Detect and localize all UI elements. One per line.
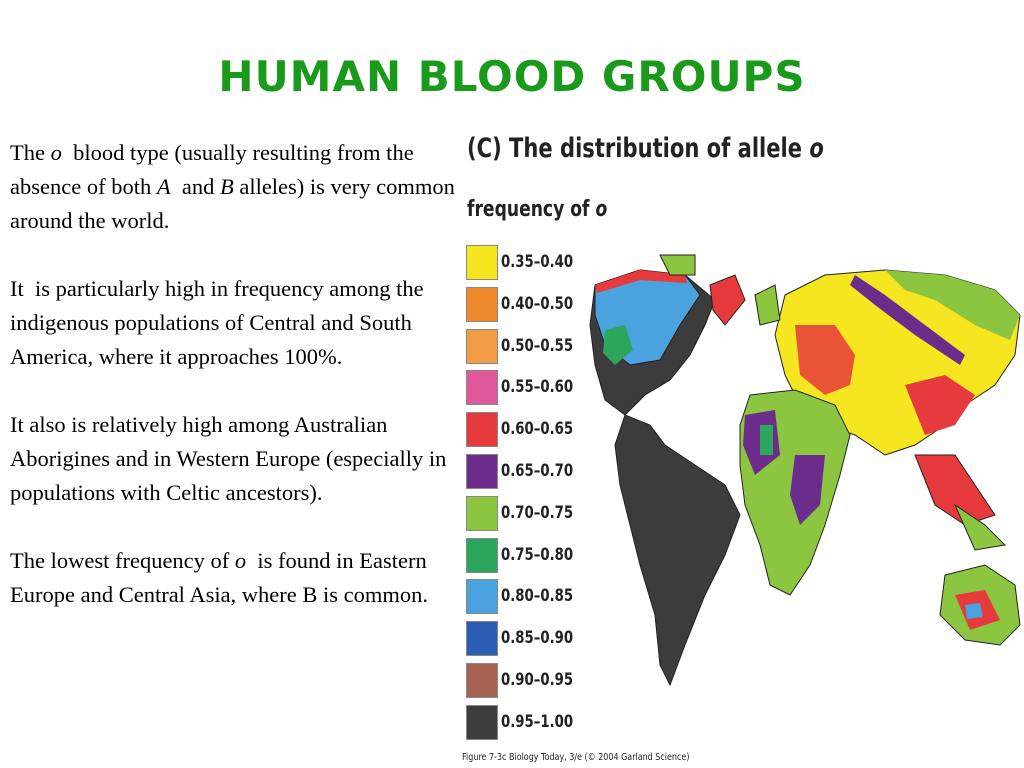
legend-swatch	[466, 245, 498, 280]
legend-swatch	[466, 495, 498, 531]
legend-label: 0.65–0.70	[501, 461, 574, 481]
legend-title: frequency of o	[467, 197, 607, 222]
text-run: o	[234, 548, 247, 573]
text-run: It also is relatively high among Austral…	[10, 412, 453, 505]
legend-swatch	[466, 621, 498, 657]
text-run: o	[50, 140, 62, 165]
legend-label: 0.90–0.95	[501, 670, 574, 690]
paragraph: It also is relatively high among Austral…	[10, 408, 455, 510]
text-run: The lowest frequency of	[10, 548, 235, 573]
legend-swatch	[466, 704, 498, 740]
text-run: o	[595, 197, 608, 222]
legend-label: 0.55–0.60	[501, 377, 574, 398]
legend-swatch	[466, 286, 498, 322]
legend-label: 0.40–0.50	[501, 293, 574, 314]
paragraph: It is particularly high in frequency amo…	[10, 272, 455, 374]
text-run: is found in Eastern Europe and Central A…	[10, 548, 433, 607]
legend-label: 0.70–0.75	[501, 502, 574, 523]
legend-swatch	[466, 328, 498, 364]
slide-title: HUMAN BLOOD GROUPS	[218, 52, 806, 101]
legend-swatch	[466, 537, 498, 573]
legend-swatch	[466, 370, 498, 406]
world-map	[589, 254, 1021, 687]
legend-label: 0.75–0.80	[501, 544, 574, 565]
paragraph: The o blood type (usually resulting from…	[10, 136, 455, 238]
legend-swatch	[466, 454, 498, 489]
legend-label: 0.35–0.40	[501, 252, 574, 272]
text-run: and	[170, 174, 220, 199]
legend-label: 0.50–0.55	[501, 335, 574, 356]
legend-label: 0.85–0.90	[501, 628, 574, 649]
paragraph: The lowest frequency of o is found in Ea…	[10, 544, 455, 612]
text-run: It is particularly high in frequency amo…	[10, 276, 430, 369]
figure-title: (C) The distribution of allele o	[467, 133, 824, 164]
text-run: A	[156, 174, 171, 199]
legend-label: 0.95–1.00	[501, 711, 574, 732]
legend-swatch	[466, 663, 498, 698]
text-run: frequency of	[467, 197, 596, 222]
legend-label: 0.80–0.85	[501, 586, 574, 607]
text-run: blood type (usually resulting from the a…	[10, 140, 420, 199]
legend-swatch	[466, 579, 498, 615]
figure-caption: Figure 7-3c Biology Today, 3/e (© 2004 G…	[462, 752, 690, 763]
text-run: o	[809, 133, 824, 164]
text-run: B	[219, 174, 234, 199]
text-run: alleles) is very common around the world…	[10, 174, 461, 233]
legend-label: 0.60–0.65	[501, 419, 574, 440]
body-text: The o blood type (usually resulting from…	[10, 136, 455, 646]
legend-swatch	[466, 412, 498, 448]
text-run: (C) The distribution of allele	[467, 133, 810, 164]
text-run: The	[10, 140, 51, 165]
figure: (C) The distribution of allele o frequen…	[455, 125, 1024, 768]
